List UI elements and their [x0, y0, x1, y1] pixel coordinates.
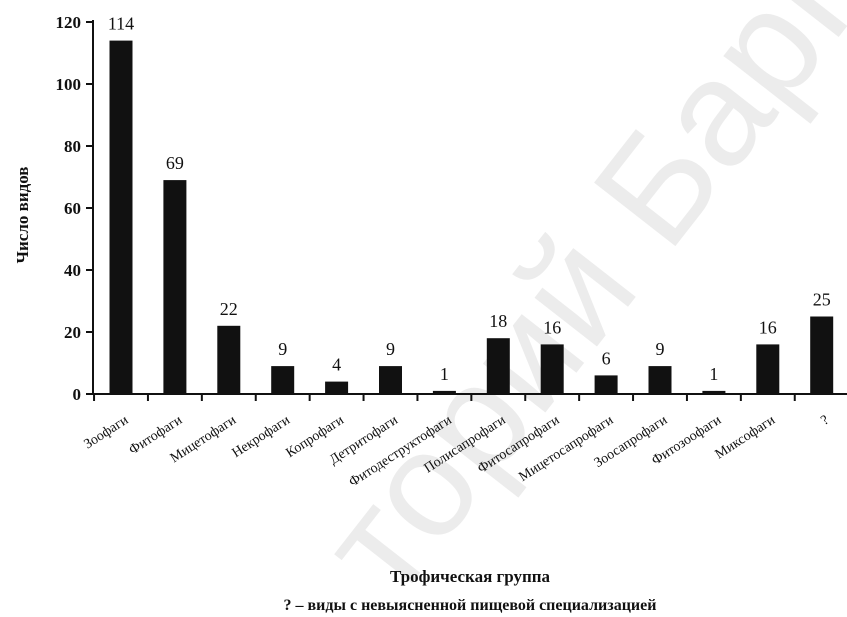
- bar: [109, 40, 133, 394]
- category-label: Фитодеструктофаги: [346, 413, 455, 491]
- y-tick-label: 100: [56, 75, 82, 94]
- category-label: Зоофаги: [81, 413, 131, 453]
- y-tick-label: 60: [64, 199, 81, 218]
- y-tick-label: 0: [73, 385, 82, 404]
- bar: [810, 316, 834, 394]
- data-label: 25: [813, 290, 831, 310]
- data-label: 6: [602, 348, 611, 368]
- category-label: ?: [818, 413, 831, 429]
- data-label: 4: [332, 355, 341, 375]
- data-label: 9: [656, 339, 665, 359]
- x-axis: [93, 393, 847, 401]
- bar: [648, 366, 672, 394]
- bars: [109, 40, 834, 394]
- bar: [486, 338, 510, 394]
- category-label: Миксофаги: [713, 413, 779, 463]
- bar: [756, 344, 780, 394]
- y-tick-label: 80: [64, 137, 81, 156]
- data-label: 1: [440, 364, 449, 384]
- data-label: 18: [489, 311, 507, 331]
- category-label: Мицетосапрофаги: [516, 413, 616, 485]
- bar: [594, 375, 618, 394]
- bar: [702, 390, 726, 394]
- data-label: 16: [543, 317, 561, 337]
- data-label: 16: [759, 317, 777, 337]
- data-label: 114: [108, 14, 134, 34]
- data-label: 1: [709, 364, 718, 384]
- bar: [217, 325, 241, 394]
- y-tick-label: 120: [56, 13, 82, 32]
- bar: [325, 381, 349, 394]
- y-tick-label: 20: [64, 323, 81, 342]
- category-labels: ЗоофагиФитофагиМицетофагиНекрофагиКопроф…: [81, 412, 831, 490]
- bar: [379, 366, 402, 394]
- data-label: 9: [278, 339, 287, 359]
- category-label: Некрофаги: [230, 413, 294, 462]
- y-axis: 0 20 40 60 80 100 120: [56, 13, 94, 404]
- y-tick-label: 40: [64, 261, 81, 280]
- data-label: 22: [220, 299, 238, 319]
- x-axis-title: Трофическая группа: [390, 567, 551, 586]
- bar: [271, 366, 295, 394]
- bar: [163, 180, 187, 394]
- y-axis-title: Число видов: [13, 167, 32, 264]
- bar: [432, 390, 456, 394]
- data-label: 9: [386, 339, 395, 359]
- chart-note: ? – виды с невыясненной пищевой специали…: [284, 597, 657, 614]
- bar: [540, 344, 564, 394]
- data-label: 69: [166, 153, 184, 173]
